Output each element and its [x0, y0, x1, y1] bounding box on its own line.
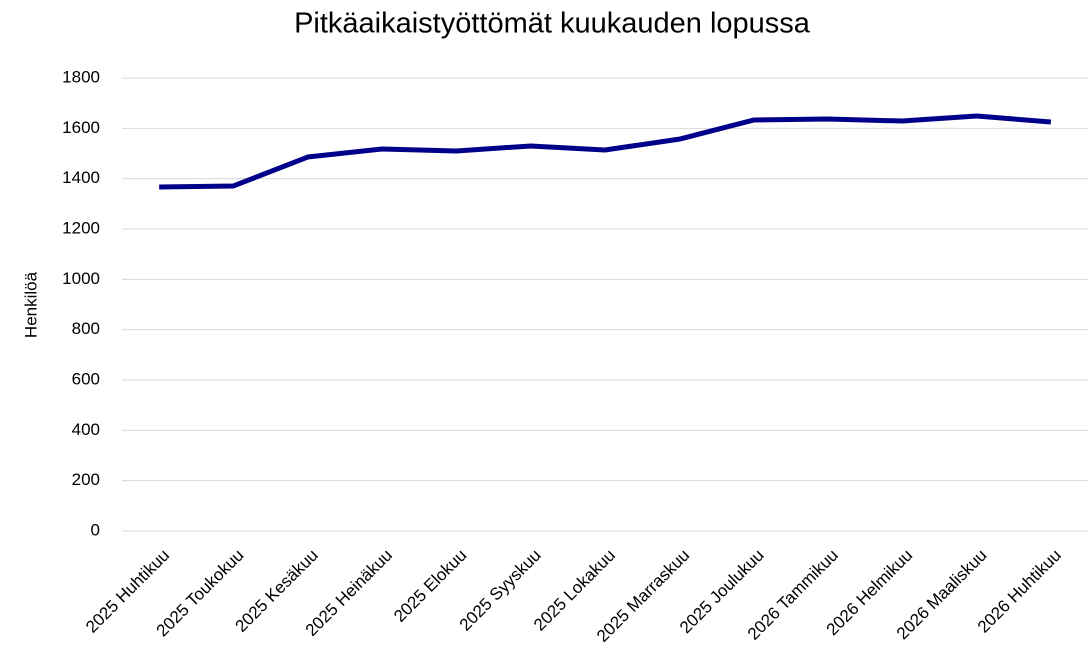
y-axis-label: Henkilöä [21, 271, 40, 338]
chart-title: Pitkäaikaistyöttömät kuukauden lopussa [294, 8, 811, 40]
y-tick-label: 1200 [62, 218, 100, 237]
y-tick-label: 1000 [62, 269, 100, 288]
line-series [159, 113, 1052, 190]
y-tick-label: 1800 [62, 67, 100, 86]
y-tick-label: 600 [72, 369, 100, 388]
x-tick-label: 2025 Elokuu [390, 546, 470, 626]
y-tick-label: 400 [72, 420, 100, 439]
y-tick-label: 200 [72, 470, 100, 489]
y-tick-label: 1400 [62, 168, 100, 187]
y-tick-label: 1600 [62, 118, 100, 137]
y-tick-label: 800 [72, 319, 100, 338]
y-tick-label: 0 [91, 520, 100, 539]
